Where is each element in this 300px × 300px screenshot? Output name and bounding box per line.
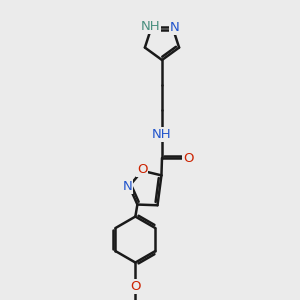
Text: O: O: [183, 152, 193, 164]
Text: O: O: [137, 163, 147, 176]
Text: NH: NH: [152, 128, 172, 141]
Text: O: O: [130, 280, 141, 293]
Text: NH: NH: [141, 20, 160, 33]
Text: N: N: [122, 180, 132, 193]
Text: N: N: [170, 21, 179, 34]
